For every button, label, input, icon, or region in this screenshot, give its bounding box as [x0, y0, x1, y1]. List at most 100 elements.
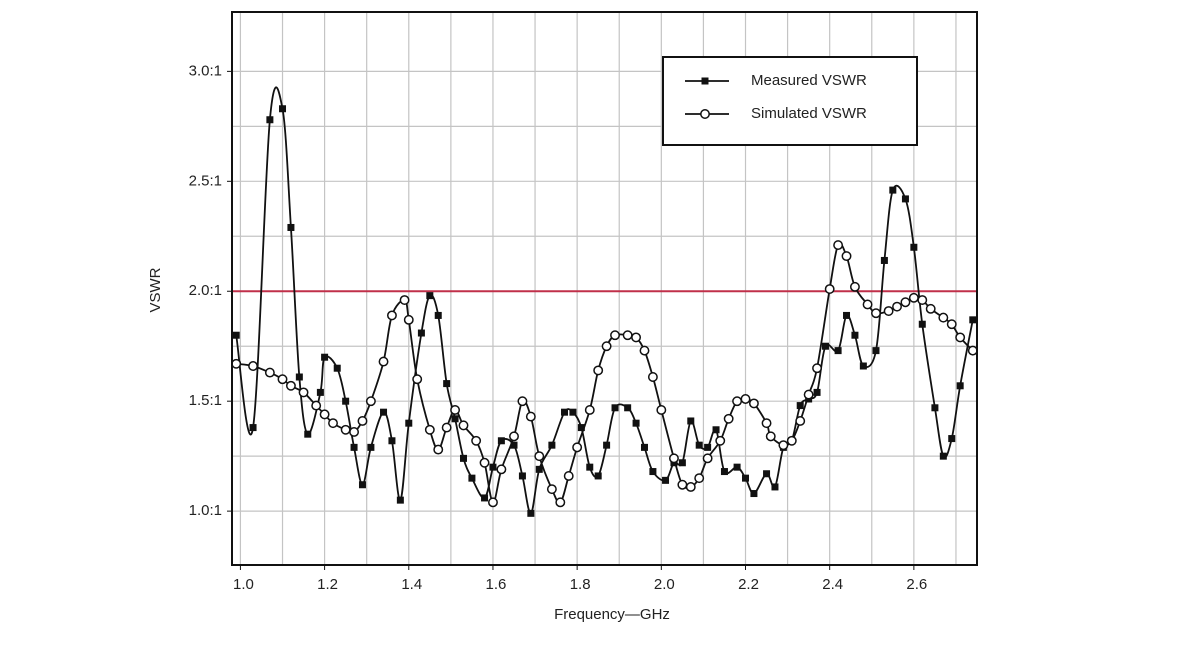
point-marker — [931, 404, 939, 412]
point-marker — [266, 116, 274, 124]
point-marker — [946, 319, 957, 330]
point-marker — [859, 362, 867, 370]
point-marker — [535, 465, 543, 473]
point-marker — [786, 435, 797, 446]
point-marker — [496, 464, 507, 475]
point-marker — [763, 470, 771, 478]
point-marker — [279, 105, 287, 113]
point-marker — [948, 435, 956, 443]
point-marker — [311, 400, 322, 411]
point-marker — [459, 454, 467, 462]
point-marker — [704, 443, 712, 451]
point-marker — [443, 380, 451, 388]
point-marker — [720, 468, 728, 476]
point-marker — [441, 422, 452, 433]
point-marker — [812, 363, 823, 374]
x-tick-label: 1.8 — [570, 576, 591, 593]
point-marker — [843, 311, 851, 319]
point-marker — [304, 430, 312, 438]
point-marker — [388, 437, 396, 445]
point-marker — [694, 473, 705, 484]
point-marker — [901, 195, 909, 203]
y-tick-label: 2.0:1 — [189, 282, 222, 299]
point-marker — [765, 431, 776, 442]
series-layer — [232, 86, 977, 517]
x-tick-label: 2.4 — [822, 576, 843, 593]
point-marker — [656, 405, 667, 415]
point-marker — [572, 442, 583, 453]
point-marker — [417, 329, 425, 337]
point-marker — [871, 308, 881, 319]
point-marker — [518, 472, 526, 480]
point-marker — [824, 284, 835, 294]
legend: Measured VSWR Simulated VSWR — [662, 56, 918, 146]
point-marker — [509, 431, 519, 442]
point-marker — [631, 332, 642, 343]
point-marker — [342, 397, 350, 405]
point-marker — [640, 443, 648, 451]
point-marker — [277, 374, 288, 385]
point-marker — [677, 479, 688, 490]
point-marker — [723, 413, 734, 424]
x-tick-label: 2.6 — [906, 576, 927, 593]
point-marker — [517, 396, 528, 407]
point-marker — [350, 443, 358, 451]
point-marker — [285, 380, 296, 391]
point-marker — [426, 292, 434, 300]
x-tick-label: 1.0 — [233, 576, 254, 593]
x-tick-label: 2.2 — [738, 576, 759, 593]
point-marker — [740, 394, 751, 404]
point-marker — [632, 419, 640, 427]
point-marker — [910, 243, 918, 251]
x-tick-label: 1.4 — [401, 576, 422, 593]
point-marker — [298, 387, 309, 398]
point-marker — [548, 441, 556, 449]
point-marker — [433, 444, 444, 455]
point-marker — [611, 404, 619, 412]
plot-frame — [231, 11, 978, 566]
point-marker — [841, 251, 852, 262]
point-marker — [862, 299, 873, 310]
point-marker — [403, 314, 414, 325]
point-marker — [434, 311, 442, 319]
point-marker — [586, 463, 594, 471]
point-marker — [471, 435, 482, 446]
point-marker — [365, 396, 376, 407]
point-marker — [917, 295, 928, 305]
point-marker — [742, 474, 750, 482]
point-marker — [880, 256, 888, 264]
point-marker — [813, 388, 821, 396]
point-marker — [678, 459, 686, 467]
legend-marker — [701, 77, 709, 85]
point-marker — [601, 341, 612, 352]
point-marker — [695, 441, 703, 449]
point-marker — [319, 409, 330, 420]
y-tick-label: 2.5:1 — [189, 172, 222, 189]
point-marker — [399, 295, 410, 305]
point-marker — [702, 453, 713, 464]
point-marker — [561, 408, 569, 416]
point-marker — [405, 419, 413, 427]
point-marker — [396, 496, 404, 504]
point-marker — [955, 332, 966, 343]
point-marker — [264, 367, 275, 378]
point-marker — [685, 481, 696, 492]
point-marker — [328, 418, 338, 429]
point-marker — [563, 470, 574, 481]
point-marker — [295, 373, 303, 381]
point-marker — [584, 405, 595, 415]
point-marker — [610, 330, 620, 341]
point-marker — [527, 509, 535, 517]
point-marker — [497, 437, 505, 445]
point-marker — [969, 316, 977, 324]
point-marker — [603, 441, 611, 449]
point-marker — [748, 398, 759, 409]
point-marker — [733, 463, 741, 471]
point-marker — [778, 440, 789, 451]
point-marker — [316, 388, 324, 396]
point-marker — [546, 484, 557, 495]
point-marker — [340, 424, 351, 435]
point-marker — [248, 361, 258, 371]
point-marker — [321, 353, 329, 361]
